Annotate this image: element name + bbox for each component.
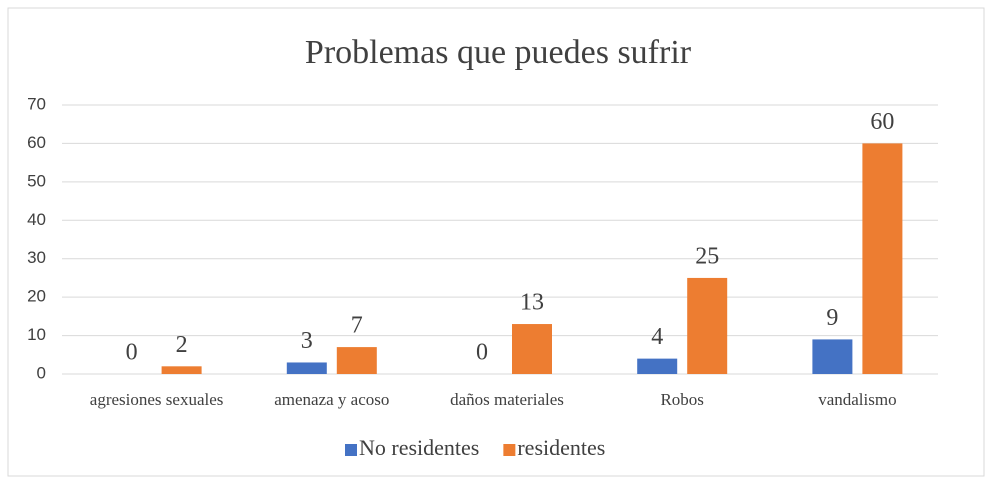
- legend-label: No residentes: [359, 435, 479, 460]
- x-tick-label: agresiones sexuales: [90, 390, 224, 409]
- data-label: 4: [651, 324, 663, 350]
- y-tick-label: 30: [27, 248, 46, 267]
- data-label: 3: [301, 328, 313, 354]
- x-tick-label: amenaza y acoso: [274, 390, 389, 409]
- chart-border: [7, 7, 985, 477]
- bar: [687, 277, 728, 374]
- y-tick-label: 70: [27, 94, 46, 113]
- legend-swatch: [345, 444, 357, 456]
- x-tick-label: Robos: [660, 390, 703, 409]
- data-label: 60: [870, 109, 894, 135]
- bar: [286, 362, 327, 374]
- y-tick-label: 10: [27, 325, 46, 344]
- bar: [336, 347, 377, 374]
- data-label: 25: [695, 243, 719, 269]
- legend-swatch: [503, 444, 516, 456]
- y-tick-label: 40: [27, 210, 46, 229]
- y-tick-label: 60: [27, 133, 46, 152]
- bar: [512, 324, 552, 374]
- y-tick-label: 20: [27, 287, 46, 306]
- x-tick-label: vandalismo: [818, 390, 896, 409]
- data-label: 2: [176, 332, 188, 358]
- bar: [637, 358, 678, 374]
- y-tick-label: 0: [37, 363, 46, 382]
- data-label: 0: [126, 340, 138, 366]
- x-tick-label: daños materiales: [450, 390, 564, 409]
- chart-title: Problemas que puedes sufrir: [305, 34, 692, 71]
- bar: [862, 143, 903, 374]
- bar: [812, 339, 853, 374]
- data-label: 0: [476, 340, 488, 366]
- data-label: 9: [826, 305, 838, 331]
- legend-label: residentes: [517, 435, 605, 460]
- data-label: 13: [520, 290, 544, 316]
- y-tick-label: 50: [27, 171, 46, 190]
- data-label: 7: [351, 313, 363, 339]
- bar: [161, 366, 202, 374]
